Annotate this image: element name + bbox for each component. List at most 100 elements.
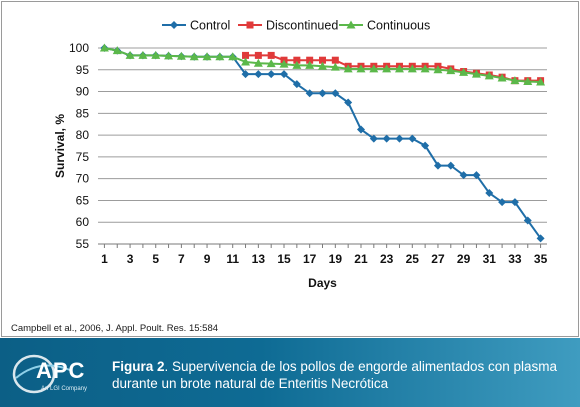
y-tick-label: 80 (76, 128, 90, 142)
continuous-point (497, 73, 507, 82)
control-point (241, 70, 250, 79)
x-tick-label: 25 (406, 252, 420, 266)
legend-discontinued-label: Discontinued (266, 19, 338, 33)
control-point (344, 98, 353, 107)
y-tick-label: 70 (76, 172, 90, 186)
control-point (498, 198, 507, 207)
continuous-point (164, 51, 174, 60)
control-point (395, 134, 404, 143)
legend-control-label: Control (190, 19, 230, 33)
control-point (292, 80, 301, 89)
y-tick-label: 100 (69, 41, 89, 55)
control-point (408, 134, 417, 143)
continuous-point (356, 64, 366, 73)
continuous-point (484, 71, 494, 80)
chart-frame: 55 60 65 70 75 80 85 90 95 100 1 3 5 7 9 11 13 15 17 19 21 23… (1, 1, 579, 337)
continuous-point (112, 46, 122, 55)
x-tick-label: 13 (252, 252, 266, 266)
continuous-point (151, 50, 161, 59)
continuous-point (523, 77, 533, 86)
x-tick-label: 9 (204, 252, 211, 266)
x-tick-label: 31 (483, 252, 497, 266)
legend-discontinued-marker (246, 21, 254, 29)
legend-continuous-label: Continuous (367, 19, 430, 33)
y-tick-label: 55 (76, 237, 90, 251)
control-point (305, 89, 314, 98)
control-point (382, 134, 391, 143)
continuous-point (241, 57, 251, 66)
x-tick-label: 15 (277, 252, 291, 266)
x-tick-label: 33 (508, 252, 522, 266)
continuous-point (292, 60, 302, 69)
y-tick-label: 95 (76, 63, 90, 77)
control-point (523, 216, 532, 225)
continuous-point (407, 64, 417, 73)
x-tick-label: 21 (354, 252, 368, 266)
control-point (369, 134, 378, 143)
control-point (280, 70, 289, 79)
logo-text: APC (36, 358, 86, 383)
control-point (267, 70, 276, 79)
y-tick-label: 90 (76, 85, 90, 99)
logo-swoosh-icon (12, 354, 71, 394)
x-tick-label: 23 (380, 252, 394, 266)
control-point (446, 161, 455, 170)
continuous-point (394, 64, 404, 73)
discontinued-point (293, 56, 301, 64)
control-point (485, 189, 494, 198)
y-tick-label: 65 (76, 193, 90, 207)
x-axis-title: Days (308, 276, 337, 290)
continuous-point (330, 62, 340, 71)
y-tick-label: 60 (76, 215, 90, 229)
apc-logo: APC An LGI Company (10, 348, 102, 398)
x-tick-label: 17 (303, 252, 317, 266)
x-tick-label: 35 (534, 252, 548, 266)
control-point (459, 171, 468, 180)
continuous-point (138, 50, 148, 59)
x-tick-label: 19 (329, 252, 343, 266)
continuous-point (305, 60, 315, 69)
x-tick-label: 7 (178, 252, 185, 266)
discontinued-point (306, 56, 314, 64)
discontinued-point (242, 51, 250, 59)
x-tick-label: 29 (457, 252, 471, 266)
y-tick-label: 85 (76, 106, 90, 120)
control-point (331, 89, 340, 98)
caption-banner: APC An LGI Company Figura 2. Supervivenc… (0, 338, 580, 407)
continuous-point (343, 64, 353, 73)
logo-subtitle: An LGI Company (41, 386, 88, 392)
continuous-point (125, 50, 135, 59)
chart-source: Campbell et al., 2006, J. Appl. Poult. R… (11, 323, 219, 334)
continuous-point (176, 51, 186, 60)
continuous-point (99, 43, 109, 52)
discontinued-point (267, 51, 275, 59)
continuous-point (536, 77, 546, 86)
control-point (536, 234, 545, 243)
continuous-point (279, 59, 289, 68)
legend-control-marker (170, 21, 178, 29)
continuous-point (318, 61, 327, 70)
discontinued-point (319, 56, 326, 64)
control-point (254, 70, 263, 79)
discontinued-point (331, 56, 339, 64)
continuous-point (215, 52, 225, 61)
continuous-point (510, 76, 520, 85)
control-point (421, 141, 430, 150)
continuous-point (420, 64, 430, 73)
discontinued-point (254, 51, 262, 59)
y-axis-title: Survival, % (53, 114, 67, 178)
control-point (472, 171, 481, 180)
x-tick-label: 3 (127, 252, 134, 266)
continuous-point (202, 52, 212, 61)
control-point (318, 89, 327, 98)
figure-label: Figura 2 (112, 359, 165, 374)
x-tick-label: 1 (101, 252, 108, 266)
continuous-point (459, 67, 469, 76)
figure-caption: Figura 2. Supervivencia de los pollos de… (112, 358, 572, 392)
y-tick-label: 75 (76, 150, 90, 164)
continuous-point (189, 52, 199, 61)
continuous-point (253, 58, 263, 67)
control-point (433, 161, 442, 170)
continuous-point (471, 69, 481, 78)
x-tick-label: 5 (152, 252, 159, 266)
